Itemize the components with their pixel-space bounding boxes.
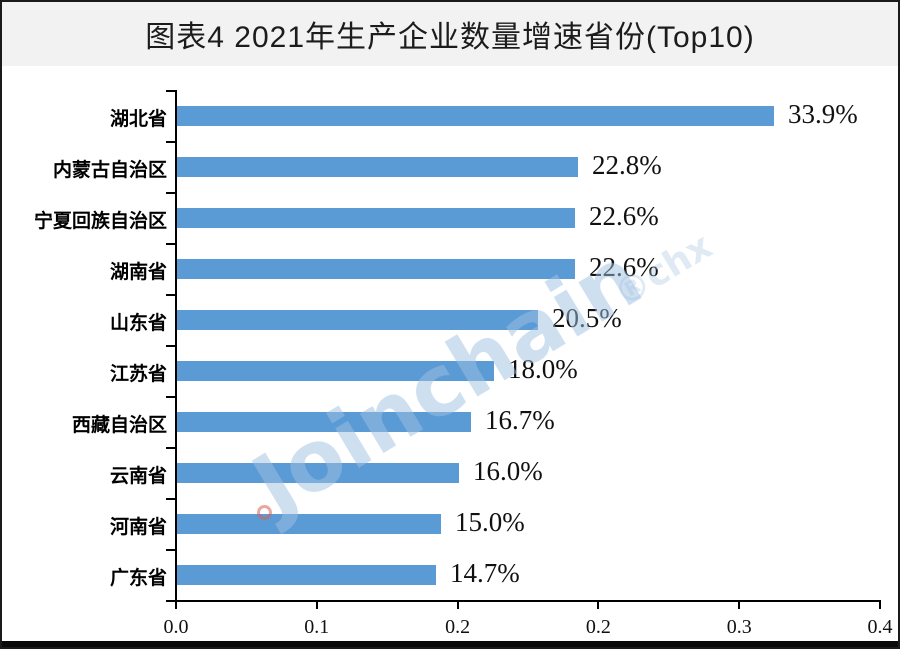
- bar: [177, 564, 436, 585]
- bar: [177, 411, 471, 432]
- x-axis-tick: [175, 600, 177, 609]
- value-label: 22.6%: [589, 200, 659, 231]
- x-axis-tick-label: 0.3: [726, 616, 752, 638]
- bar: [177, 105, 774, 126]
- value-label: 20.5%: [552, 302, 622, 333]
- x-axis-tick-label: 0.1: [304, 616, 330, 638]
- category-label: 内蒙古自治区: [52, 159, 167, 181]
- bottom-border-bar: [2, 641, 898, 647]
- bar: [177, 513, 441, 534]
- value-label: 16.7%: [485, 404, 555, 435]
- y-axis-tick: [166, 90, 175, 92]
- y-axis-tick: [166, 549, 175, 551]
- bar: [177, 309, 538, 330]
- category-label: 西藏自治区: [71, 414, 167, 436]
- category-label: 湖南省: [109, 261, 167, 283]
- value-label: 15.0%: [455, 506, 525, 537]
- bar: [177, 462, 459, 483]
- value-label: 22.8%: [592, 149, 662, 180]
- bar: [177, 360, 494, 381]
- y-axis-tick: [166, 447, 175, 449]
- bar: [177, 207, 575, 228]
- bar: [177, 258, 575, 279]
- x-axis-tick: [738, 600, 741, 609]
- category-label: 江苏省: [109, 363, 167, 385]
- value-label: 16.0%: [473, 455, 543, 486]
- x-axis-tick-label: 0.0: [163, 616, 189, 638]
- value-label: 22.6%: [589, 251, 659, 282]
- bar-chart-plot-area: 0.0 0.1 0.2 0.2 0.3 0.4 湖北省 33.9% 内蒙古自治区 22.8% 宁夏回…: [2, 90, 898, 646]
- x-axis-line: [175, 600, 881, 602]
- value-label: 18.0%: [508, 353, 578, 384]
- y-axis-tick: [166, 600, 175, 602]
- category-label: 湖北省: [109, 108, 167, 130]
- y-axis-tick: [166, 141, 175, 143]
- category-label: 宁夏回族自治区: [33, 210, 167, 232]
- x-axis-tick: [879, 600, 881, 609]
- x-axis-tick-label: 0.2: [445, 616, 471, 638]
- y-axis-tick: [166, 243, 175, 245]
- category-label: 山东省: [109, 312, 167, 334]
- y-axis-tick: [166, 192, 175, 194]
- category-label: 广东省: [109, 567, 167, 589]
- y-axis-tick: [166, 345, 175, 347]
- bar: [177, 156, 578, 177]
- x-axis-tick-label: 0.2: [585, 616, 611, 638]
- category-label: 河南省: [109, 516, 167, 538]
- x-axis-tick: [456, 600, 459, 609]
- category-label: 云南省: [109, 465, 167, 487]
- y-axis-line: [175, 90, 177, 602]
- title-band: 图表4 2021年生产企业数量增速省份(Top10): [2, 2, 898, 66]
- y-axis-tick: [166, 396, 175, 398]
- chart-title: 图表4 2021年生产企业数量增速省份(Top10): [145, 21, 755, 54]
- value-label: 33.9%: [788, 98, 858, 129]
- value-label: 14.7%: [450, 557, 520, 588]
- x-axis-tick-label: 0.4: [867, 616, 893, 638]
- x-axis-tick: [315, 600, 318, 609]
- y-axis-tick: [166, 294, 175, 296]
- x-axis-tick: [597, 600, 600, 609]
- y-axis-tick: [166, 498, 175, 500]
